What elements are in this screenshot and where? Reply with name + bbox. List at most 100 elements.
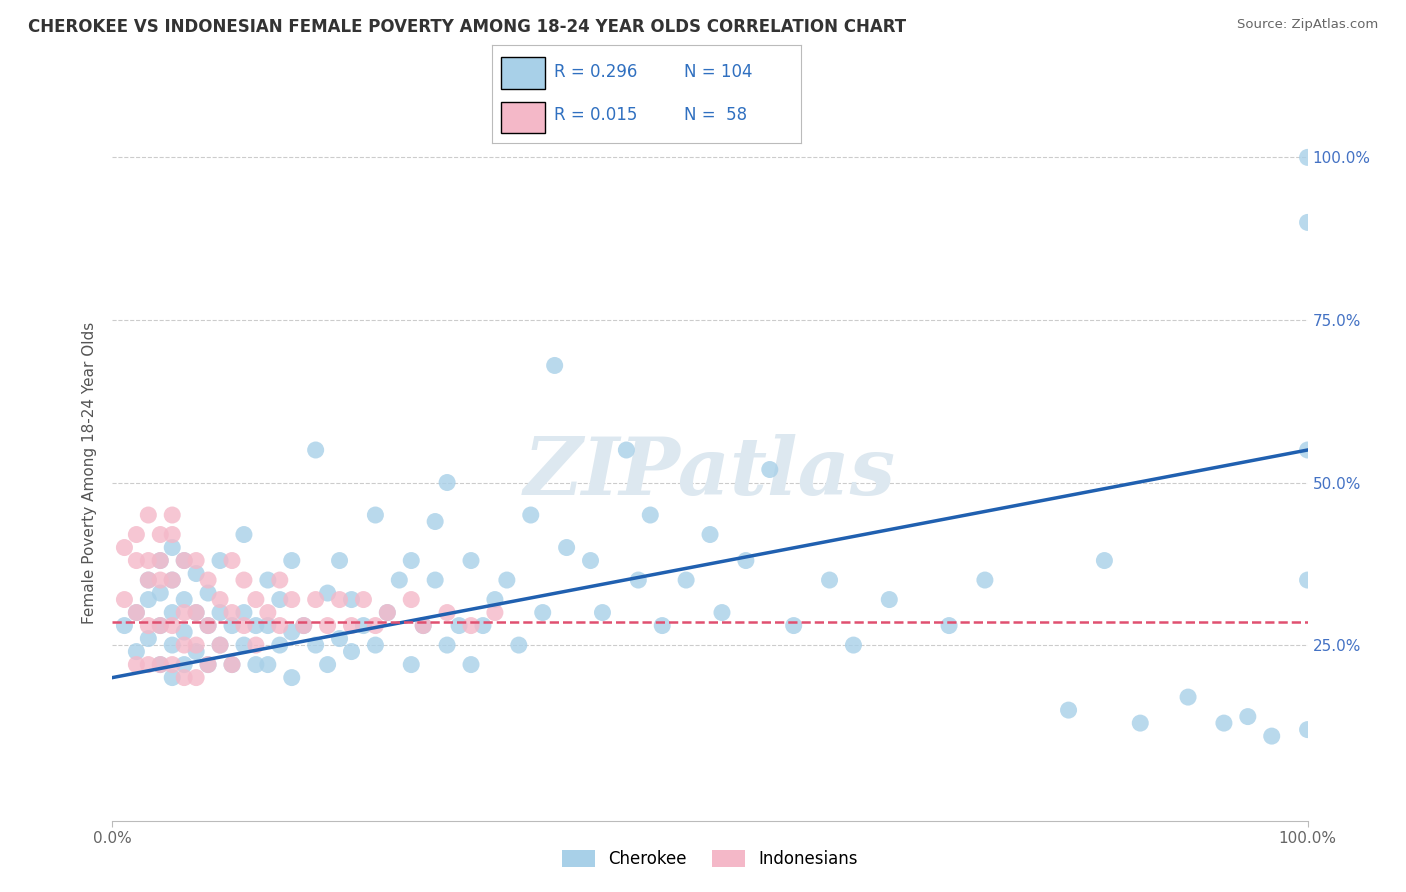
Point [125, 606, 148, 620]
Point [138, 618, 160, 632]
Point [543, 359, 565, 373]
Point [138, 632, 160, 646]
Point [173, 625, 195, 640]
Point [877, 592, 900, 607]
Point [173, 638, 195, 652]
Point [1092, 553, 1115, 567]
Point [281, 671, 304, 685]
Point [269, 573, 291, 587]
Point [496, 573, 519, 587]
Point [162, 671, 183, 685]
Point [149, 573, 172, 587]
Point [340, 618, 363, 632]
Point [401, 592, 423, 607]
Text: Source: ZipAtlas.com: Source: ZipAtlas.com [1237, 18, 1378, 31]
Point [304, 442, 326, 457]
Point [1057, 703, 1080, 717]
Point [412, 618, 434, 632]
Y-axis label: Female Poverty Among 18-24 Year Olds: Female Poverty Among 18-24 Year Olds [82, 322, 97, 624]
Point [759, 462, 782, 476]
Point [125, 657, 148, 672]
Point [197, 618, 219, 632]
Point [162, 527, 183, 541]
Point [162, 606, 183, 620]
Point [125, 527, 148, 541]
Point [245, 657, 267, 672]
Point [1177, 690, 1199, 704]
Point [484, 592, 506, 607]
Point [292, 618, 315, 632]
Point [614, 442, 637, 457]
Point [460, 657, 482, 672]
Point [1212, 716, 1236, 731]
Point [1296, 723, 1319, 737]
Point [328, 553, 352, 567]
Text: ZIPatlas: ZIPatlas [524, 434, 896, 511]
Point [1237, 709, 1260, 723]
Point [651, 618, 673, 632]
Point [316, 657, 339, 672]
Point [1296, 573, 1319, 587]
Point [472, 618, 495, 632]
Point [1296, 215, 1319, 229]
Point [162, 573, 183, 587]
Point [197, 586, 219, 600]
Point [281, 553, 304, 567]
Point [173, 553, 195, 567]
Point [221, 553, 243, 567]
Point [173, 553, 195, 567]
Point [377, 606, 399, 620]
Point [257, 606, 280, 620]
Point [269, 638, 291, 652]
Point [1260, 729, 1282, 743]
Point [412, 618, 434, 632]
Point [579, 553, 602, 567]
Point [364, 618, 387, 632]
Point [257, 657, 280, 672]
Point [114, 618, 135, 632]
Legend: Cherokee, Indonesians: Cherokee, Indonesians [555, 844, 865, 875]
Point [627, 573, 650, 587]
Point [114, 541, 135, 555]
Point [186, 566, 208, 581]
Point [304, 638, 326, 652]
Point [352, 618, 374, 632]
Point [138, 657, 160, 672]
Point [162, 508, 183, 522]
Point [973, 573, 995, 587]
Point [388, 573, 411, 587]
FancyBboxPatch shape [502, 57, 544, 89]
Point [125, 644, 148, 658]
Point [281, 592, 304, 607]
Point [186, 671, 208, 685]
Point [232, 606, 256, 620]
Point [186, 638, 208, 652]
Point [460, 618, 482, 632]
Point [364, 508, 387, 522]
Point [328, 632, 352, 646]
Point [304, 592, 326, 607]
Point [711, 606, 734, 620]
Point [638, 508, 662, 522]
Text: N =  58: N = 58 [683, 106, 747, 124]
Point [173, 657, 195, 672]
Point [245, 592, 267, 607]
Point [138, 553, 160, 567]
Point [316, 586, 339, 600]
Point [208, 553, 231, 567]
Point [149, 618, 172, 632]
Point [173, 671, 195, 685]
Point [138, 573, 160, 587]
Point [186, 553, 208, 567]
Point [162, 541, 183, 555]
Point [197, 657, 219, 672]
Point [221, 657, 243, 672]
Point [125, 606, 148, 620]
Text: R = 0.015: R = 0.015 [554, 106, 637, 124]
Point [425, 515, 447, 529]
Point [138, 573, 160, 587]
Text: CHEROKEE VS INDONESIAN FEMALE POVERTY AMONG 18-24 YEAR OLDS CORRELATION CHART: CHEROKEE VS INDONESIAN FEMALE POVERTY AM… [28, 18, 907, 36]
Point [842, 638, 865, 652]
Point [149, 586, 172, 600]
Point [555, 541, 578, 555]
